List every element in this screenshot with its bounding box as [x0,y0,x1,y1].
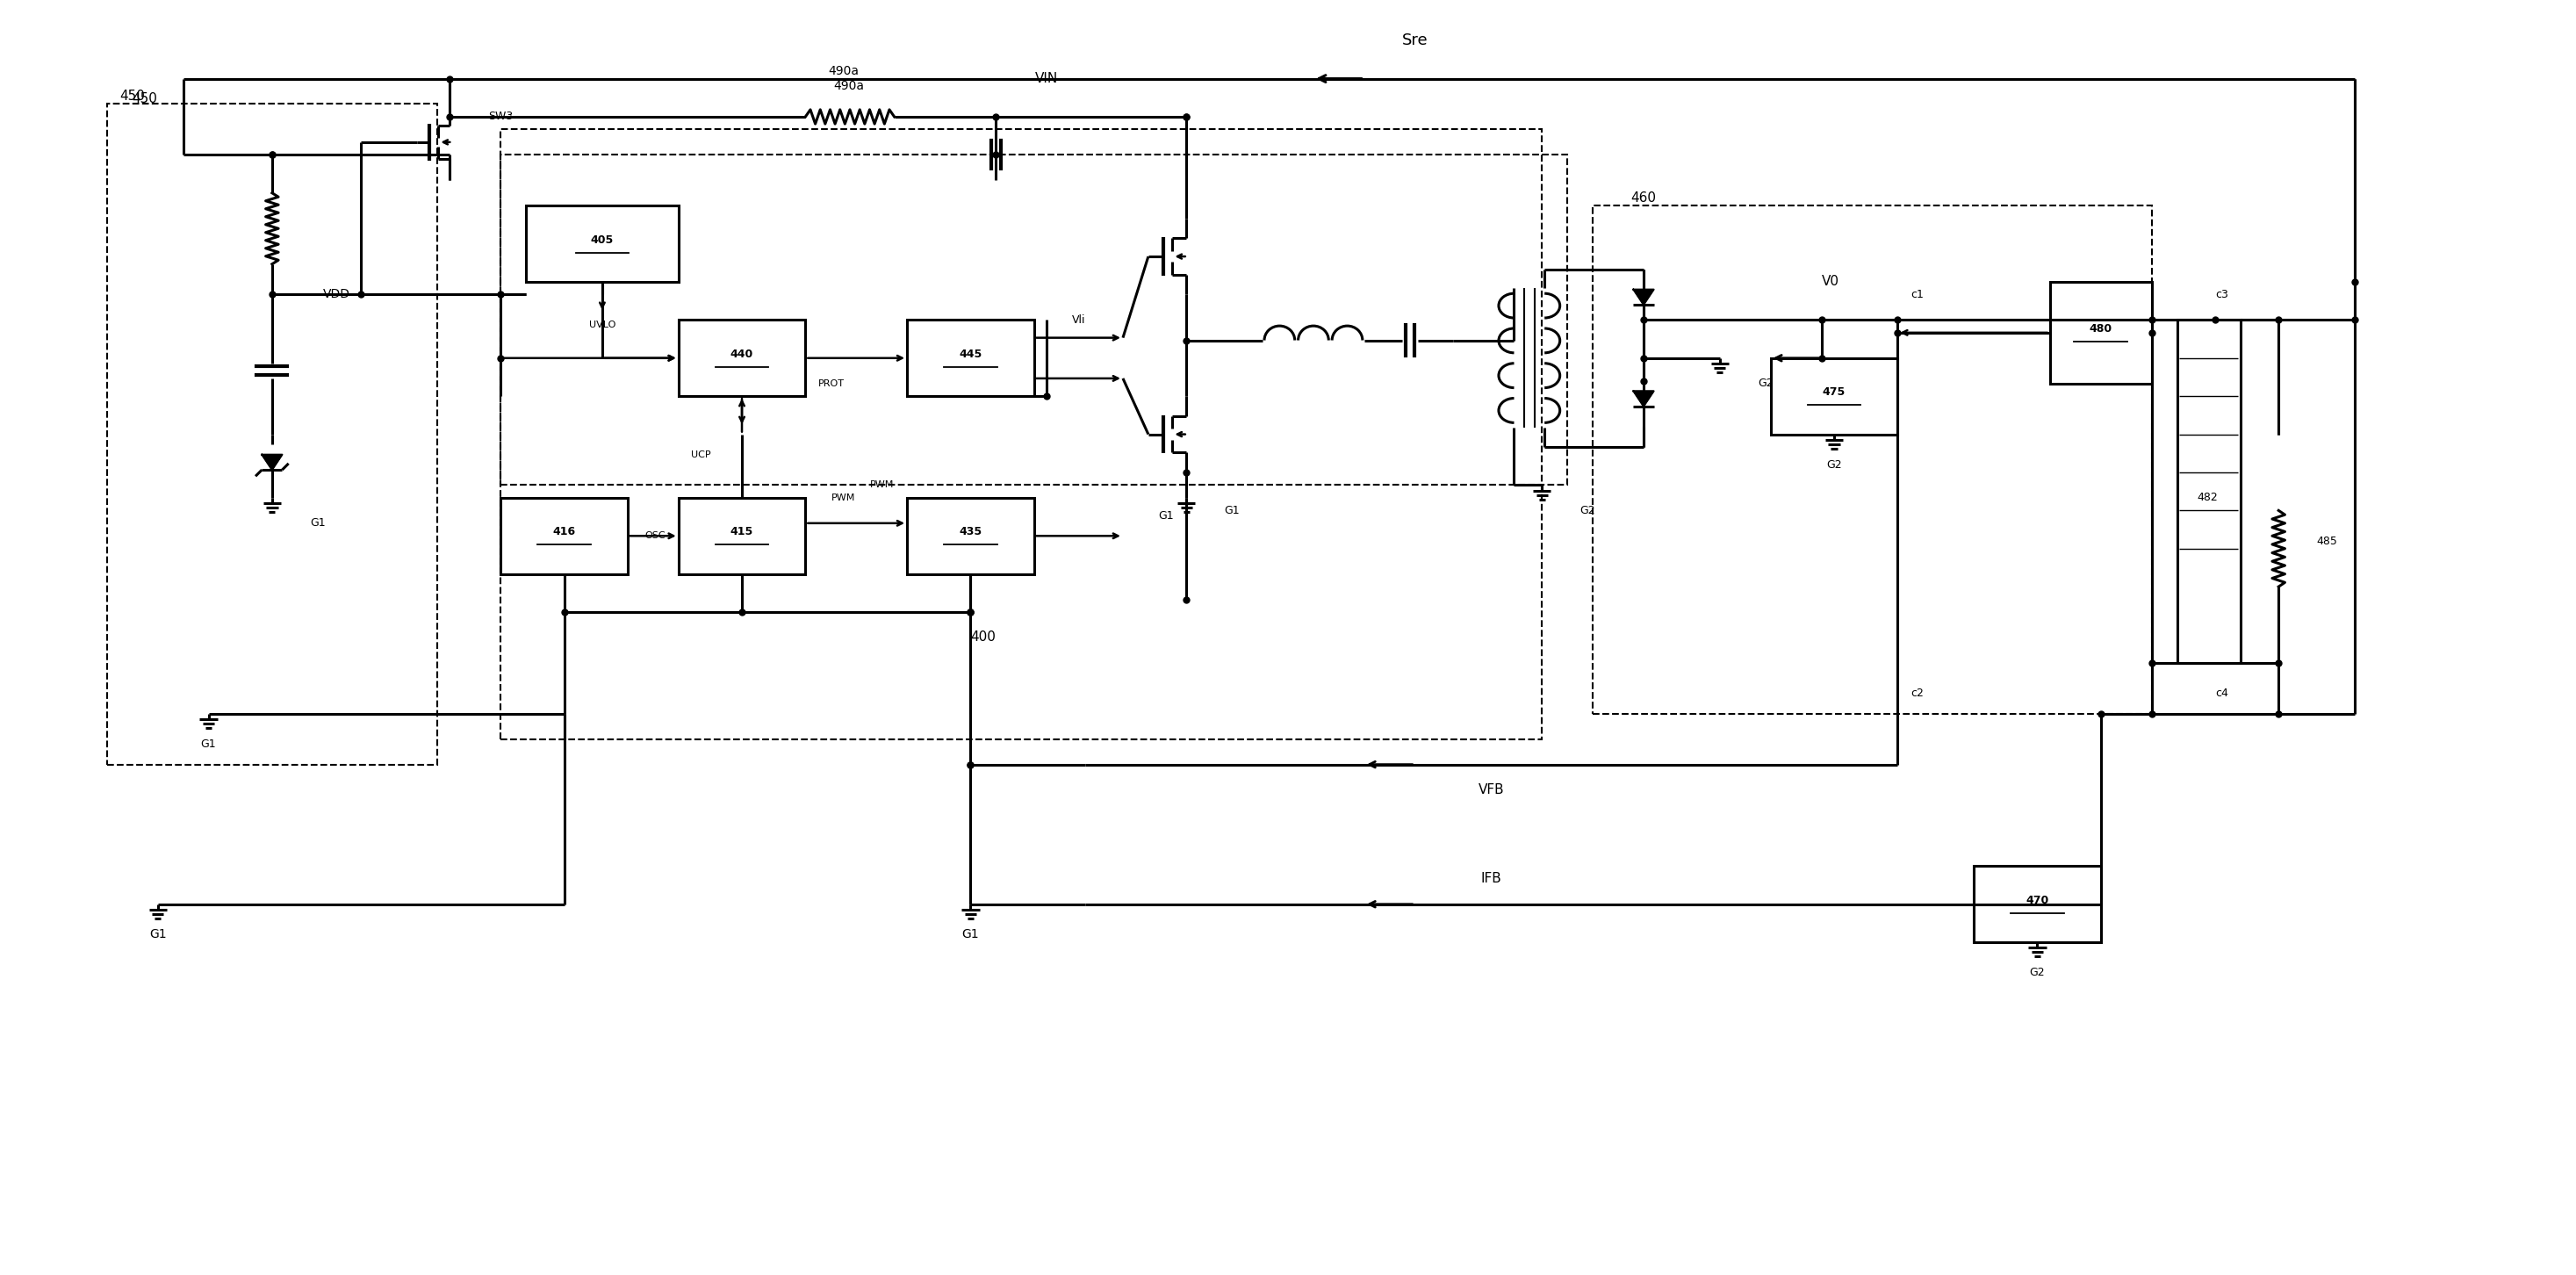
Text: UCP: UCP [690,450,711,459]
Text: G2: G2 [1757,377,1772,389]
Polygon shape [263,455,283,470]
Bar [108,105,438,765]
Text: 460: 460 [1631,191,1656,204]
Bar [677,320,806,397]
Text: G1: G1 [1224,505,1239,516]
Bar [907,320,1033,397]
Polygon shape [1633,391,1654,407]
Bar [500,497,629,574]
Polygon shape [1633,289,1654,305]
Text: c2: c2 [1911,687,1924,699]
Text: 415: 415 [732,527,752,538]
Text: VFB: VFB [1479,783,1504,797]
Text: VIN: VIN [1036,73,1059,85]
Text: Sre: Sre [1401,33,1427,48]
Text: 435: 435 [958,527,981,538]
Text: 490a: 490a [832,80,863,92]
Bar [1770,358,1899,435]
Text: Vli: Vli [1072,314,1084,325]
Text: 405: 405 [590,235,613,246]
Text: 485: 485 [2316,536,2336,547]
Text: 450: 450 [131,92,157,106]
Text: G2: G2 [1826,459,1842,470]
Text: G2: G2 [1579,505,1595,516]
Text: V0: V0 [1821,275,1839,288]
Bar [2050,282,2151,384]
Bar [907,497,1033,574]
Text: SW3: SW3 [487,111,513,122]
Text: 416: 416 [554,527,574,538]
Text: 480: 480 [2089,323,2112,334]
Text: c1: c1 [1911,289,1924,301]
Text: c4: c4 [2215,687,2228,699]
Text: 400: 400 [971,631,997,644]
Text: 475: 475 [1824,386,1844,398]
Text: G1: G1 [1159,510,1175,521]
Text: 490a: 490a [827,65,858,78]
Text: PWM: PWM [832,493,855,502]
Text: UVLO: UVLO [590,320,616,329]
Text: OSC: OSC [644,532,665,541]
Text: VDD: VDD [322,288,350,301]
Text: G2: G2 [2030,968,2045,978]
Text: PWM: PWM [871,481,894,490]
Text: 482: 482 [2197,492,2218,504]
Bar [500,130,1543,739]
Bar [500,154,1566,484]
Text: PROT: PROT [819,379,845,388]
Text: 450: 450 [118,89,144,103]
Bar [526,205,677,282]
Bar [2177,320,2241,663]
Text: 445: 445 [958,348,981,360]
Text: 470: 470 [2025,895,2048,907]
Bar [677,497,806,574]
Bar [1973,866,2102,942]
Text: G1: G1 [309,518,325,529]
Bar [1592,205,2151,714]
Text: IFB: IFB [1481,872,1502,885]
Text: 440: 440 [732,348,752,360]
Text: c3: c3 [2215,289,2228,301]
Text: G1: G1 [149,928,167,941]
Text: G1: G1 [201,738,216,750]
Text: G1: G1 [961,928,979,941]
